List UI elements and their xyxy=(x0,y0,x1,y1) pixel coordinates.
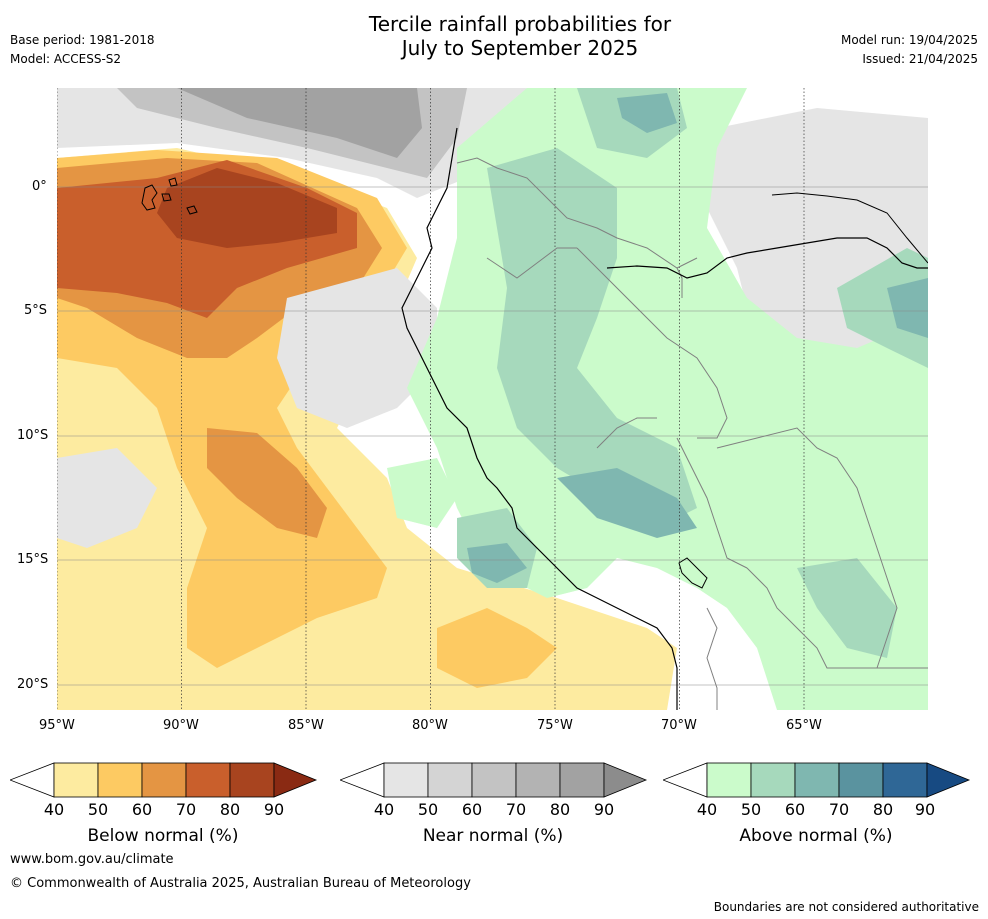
lon-label-65w: 65°W xyxy=(786,718,822,733)
latitude-gridlines xyxy=(57,186,928,686)
near-tick-80: 80 xyxy=(549,800,571,819)
coastline xyxy=(401,127,678,710)
near-swatch-1 xyxy=(427,762,473,798)
below-swatch-0 xyxy=(53,762,99,798)
above-tick-60: 60 xyxy=(784,800,806,819)
below-swatch-2 xyxy=(141,762,187,798)
title-line-2: July to September 2025 xyxy=(401,36,639,60)
above-normal-title: Above normal (%) xyxy=(739,826,893,846)
website-link[interactable]: www.bom.gov.au/climate xyxy=(10,852,174,867)
near-tick-40: 40 xyxy=(373,800,395,819)
below-tick-90: 90 xyxy=(263,800,285,819)
lat-label-15s: 15°S xyxy=(17,552,49,567)
below-normal-title: Below normal (%) xyxy=(87,826,239,846)
above-tick-70: 70 xyxy=(828,800,850,819)
issued-label: Issued: 21/04/2025 xyxy=(862,52,978,66)
amazon-river-coastline xyxy=(606,237,928,279)
near-normal-colorbar xyxy=(340,762,648,798)
map-title: Tercile rainfall probabilities for July … xyxy=(0,12,988,60)
below-swatch-4 xyxy=(229,762,275,798)
above-swatch-2 xyxy=(794,762,840,798)
near-tick-50: 50 xyxy=(417,800,439,819)
below-tick-40: 40 xyxy=(43,800,65,819)
copyright-notice: © Commonwealth of Australia 2025, Austra… xyxy=(10,876,471,891)
below-tick-70: 70 xyxy=(175,800,197,819)
below-normal-80-region xyxy=(157,168,337,248)
near-normal-west-south xyxy=(57,448,157,548)
amazon-river-east xyxy=(771,192,928,264)
above-normal-50-region xyxy=(487,148,697,528)
above-normal-60-east xyxy=(887,278,928,338)
below-normal-colorbar xyxy=(10,762,318,798)
above-tick-90: 90 xyxy=(914,800,936,819)
lat-label-20s: 20°S xyxy=(17,677,49,692)
lat-label-5s: 5°S xyxy=(24,303,48,318)
near-swatch-0 xyxy=(383,762,429,798)
below-swatch-5 xyxy=(273,762,318,798)
lat-label-10s: 10°S xyxy=(17,428,49,443)
above-normal-60-patch-2 xyxy=(467,543,527,583)
below-normal-60-patch xyxy=(207,428,327,538)
country-boundaries xyxy=(456,157,928,710)
near-normal-title: Near normal (%) xyxy=(422,826,564,846)
above-normal-50-se xyxy=(797,558,897,658)
boundaries-disclaimer: Boundaries are not considered authoritat… xyxy=(713,900,979,914)
below-normal-50-patch-south xyxy=(437,608,557,688)
near-swatch-3 xyxy=(515,762,561,798)
above-normal-50-east xyxy=(837,248,928,368)
model-label: Model: ACCESS-S2 xyxy=(10,52,122,66)
lake-titicaca xyxy=(678,557,708,589)
below-tick-50: 50 xyxy=(87,800,109,819)
below-swatch-3 xyxy=(185,762,231,798)
above-normal-60-patch-1 xyxy=(557,468,697,538)
above-tick-80: 80 xyxy=(872,800,894,819)
above-normal-40-patch-sw xyxy=(387,458,457,528)
below-swatch-1 xyxy=(97,762,143,798)
lon-label-75w: 75°W xyxy=(537,718,573,733)
near-tick-70: 70 xyxy=(505,800,527,819)
above-normal-colorbar xyxy=(663,762,971,798)
below-tick-80: 80 xyxy=(219,800,241,819)
model-run-label: Model run: 19/04/2025 xyxy=(840,33,978,47)
near-swatch-5 xyxy=(603,762,648,798)
lon-label-85w: 85°W xyxy=(288,718,324,733)
lat-label-0: 0° xyxy=(32,179,47,194)
below-tick-60: 60 xyxy=(131,800,153,819)
above-normal-60-patch-3 xyxy=(617,93,677,133)
near-swatch-2 xyxy=(471,762,517,798)
near-normal-coast-band xyxy=(277,268,437,428)
longitude-gridlines xyxy=(57,88,805,710)
lon-label-95w: 95°W xyxy=(39,718,75,733)
near-swatch-4 xyxy=(559,762,605,798)
above-tick-50: 50 xyxy=(740,800,762,819)
probability-map xyxy=(57,88,928,710)
near-tick-90: 90 xyxy=(593,800,615,819)
near-tick-60: 60 xyxy=(461,800,483,819)
above-swatch-3 xyxy=(838,762,884,798)
above-tick-40: 40 xyxy=(696,800,718,819)
above-swatch-4 xyxy=(882,762,928,798)
title-line-1: Tercile rainfall probabilities for xyxy=(368,12,672,36)
above-swatch-1 xyxy=(750,762,796,798)
near-normal-north-80 xyxy=(177,88,422,158)
lon-label-70w: 70°W xyxy=(661,718,697,733)
base-period-label: Base period: 1981-2018 xyxy=(10,33,155,47)
lon-label-90w: 90°W xyxy=(163,718,199,733)
lon-label-80w: 80°W xyxy=(412,718,448,733)
above-swatch-5 xyxy=(926,762,971,798)
galapagos-islands xyxy=(141,177,198,215)
above-swatch-0 xyxy=(706,762,752,798)
